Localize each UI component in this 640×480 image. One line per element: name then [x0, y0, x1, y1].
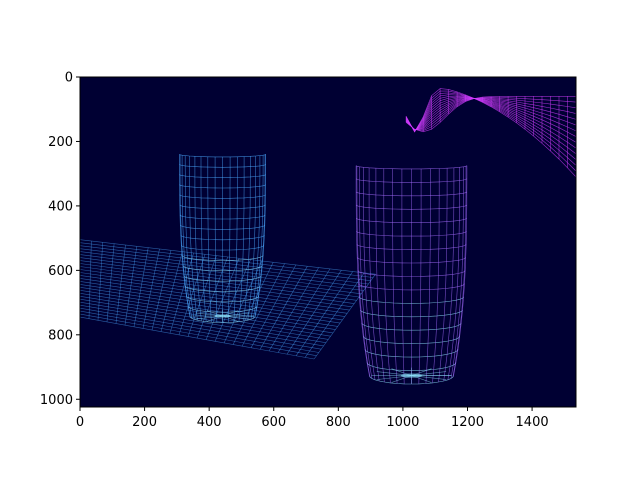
glass-meridian — [255, 154, 267, 317]
plot-frame — [79, 76, 577, 408]
plane-grid-line — [80, 281, 343, 321]
surface-line — [405, 98, 576, 131]
y-tick-label: 200 — [48, 135, 73, 150]
x-tick-label: 800 — [326, 415, 351, 430]
plane-grid-line — [259, 266, 308, 350]
plane-grid-line — [80, 301, 326, 343]
surface-line — [405, 96, 576, 132]
glass-meridian — [443, 167, 455, 382]
plane-grid-line — [268, 267, 319, 352]
plane-grid-line — [80, 287, 338, 327]
glass-meridian — [359, 166, 373, 379]
glass-meridian — [254, 154, 266, 318]
glass-meridian — [450, 166, 464, 379]
plane-grid-line — [214, 259, 251, 342]
glass-meridian — [355, 165, 370, 376]
glass-meridian — [453, 165, 468, 376]
plane-grid-line — [80, 293, 334, 334]
plane-grid-line — [277, 268, 331, 353]
glass-meridian — [253, 155, 264, 319]
glass-meridian — [356, 166, 371, 378]
surface-line — [405, 98, 576, 132]
surface-line — [405, 90, 576, 172]
x-tick-label: 1400 — [516, 415, 549, 430]
y-tick-label: 1000 — [40, 393, 73, 408]
plane-grid-line — [250, 264, 297, 348]
x-tick-label: 600 — [261, 415, 286, 430]
x-tick-label: 200 — [132, 415, 157, 430]
glass-meridian — [214, 156, 218, 323]
glass-meridian — [207, 156, 212, 323]
surface-line — [405, 98, 576, 131]
glass-meridian — [194, 156, 202, 322]
glass-meridian — [418, 168, 422, 384]
glass-meridian — [228, 156, 231, 323]
plane-grid-line — [80, 290, 336, 330]
surface-line — [405, 97, 576, 143]
surface-line — [405, 95, 576, 155]
plane-grid-line — [80, 316, 315, 360]
glass-base-highlight — [400, 373, 422, 378]
plane-grid-line — [241, 263, 285, 347]
glass-meridian — [243, 156, 251, 322]
glass-meridian — [432, 168, 440, 383]
glass-base-highlight — [214, 314, 231, 318]
surface-line — [405, 94, 576, 160]
glass-meridian — [179, 154, 191, 317]
plane-grid-line — [80, 310, 319, 353]
surface-line — [405, 88, 576, 178]
plane-grid-line — [304, 272, 365, 358]
x-tick-label: 1000 — [386, 415, 419, 430]
plot-background — [80, 77, 576, 407]
plane-grid-line — [80, 304, 324, 347]
plane-grid-line — [295, 271, 353, 356]
plane-grid-line — [223, 260, 263, 344]
x-axis: 0 200 400 600 800 1000 1200 1400 — [76, 407, 549, 430]
surface-line — [405, 92, 576, 166]
glass-meridian — [401, 168, 405, 384]
glass-meridian — [383, 168, 391, 383]
plane-grid-line — [80, 239, 376, 275]
glass-meridian — [181, 155, 193, 319]
plane-grid-line — [80, 307, 322, 350]
plane-grid-line — [286, 270, 342, 355]
glass-meridian — [247, 156, 256, 321]
x-tick-label: 1200 — [451, 415, 484, 430]
glass-meridian — [368, 167, 380, 382]
glass-meridian — [438, 168, 448, 383]
plane-grid-line — [80, 278, 345, 317]
glass-meridian — [184, 155, 195, 320]
glass-meridian — [200, 156, 207, 322]
surface-line — [405, 97, 576, 137]
glass-meridian — [363, 167, 376, 380]
surface-line — [405, 96, 576, 149]
surface-line — [405, 97, 576, 131]
y-axis: 0 200 400 600 800 1000 — [40, 71, 80, 408]
glass-meridian — [392, 168, 398, 384]
glass-meridian — [250, 155, 261, 320]
glass-meridian — [375, 168, 385, 383]
glass-meridian — [189, 156, 198, 321]
x-tick-label: 0 — [76, 415, 84, 430]
surface-line — [405, 97, 576, 131]
glass-meridian — [233, 156, 238, 323]
plane-grid-line — [80, 298, 329, 340]
plane-grid-line — [313, 274, 376, 360]
y-tick-label: 400 — [48, 199, 73, 214]
glass-meridian — [447, 167, 460, 380]
glass-meridian — [452, 166, 467, 378]
glass-meridian — [179, 154, 191, 318]
wireframe-layer — [80, 88, 576, 385]
glass-meridian — [238, 156, 245, 322]
y-tick-label: 0 — [65, 71, 73, 86]
glass-meridian — [425, 168, 431, 384]
plane-grid-line — [80, 313, 317, 356]
y-tick-label: 600 — [48, 264, 73, 279]
surface-line — [405, 96, 576, 133]
y-tick-label: 800 — [48, 328, 73, 343]
x-tick-label: 400 — [197, 415, 222, 430]
